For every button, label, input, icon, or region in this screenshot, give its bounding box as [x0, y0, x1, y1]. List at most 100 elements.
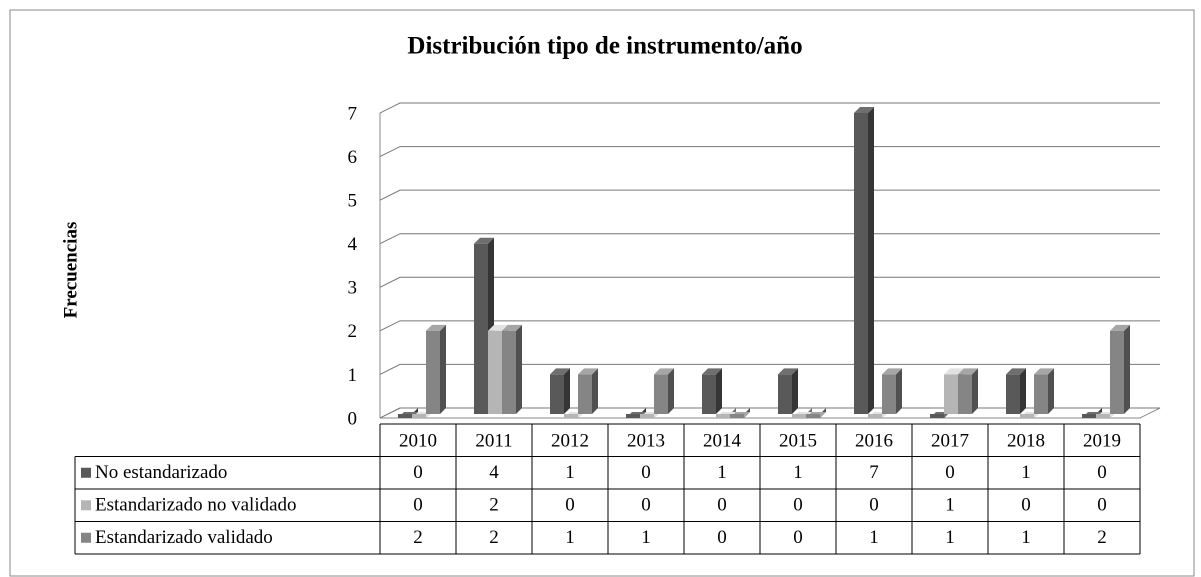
bar-side — [564, 368, 570, 414]
bar — [1082, 414, 1096, 418]
table-cell: 0 — [641, 495, 651, 516]
bar — [1006, 374, 1020, 414]
bar — [792, 414, 806, 418]
bar-top — [502, 324, 522, 331]
bar-side — [440, 324, 446, 414]
bar-top — [654, 368, 674, 375]
y-tick-label: 7 — [348, 103, 358, 124]
bar — [958, 374, 972, 414]
table-cell: 1 — [945, 527, 955, 548]
table-cell: 0 — [1097, 495, 1107, 516]
y-tick-label: 6 — [348, 147, 358, 168]
bar-top — [1034, 368, 1054, 375]
grid-line — [379, 363, 1160, 375]
y-axis-label: Frecuencias — [60, 222, 81, 319]
bar — [640, 414, 654, 418]
bar — [1020, 414, 1034, 418]
y-tick-label: 5 — [348, 191, 358, 212]
grid-line — [379, 320, 1160, 332]
table-cell: 1 — [1021, 462, 1031, 483]
x-tick-label: 2010 — [399, 431, 437, 452]
table-cell: 0 — [1097, 462, 1107, 483]
grid-line — [379, 102, 1160, 114]
bar — [882, 374, 896, 414]
bar — [412, 414, 426, 418]
bar-side — [896, 368, 902, 414]
bar-side — [716, 368, 722, 414]
bar-top — [474, 237, 494, 244]
legend-label: Estandarizado validado — [95, 527, 273, 548]
bar — [1096, 414, 1110, 418]
grid-line — [379, 233, 1160, 245]
bar-side — [592, 368, 598, 414]
x-tick-label: 2013 — [627, 431, 665, 452]
bar — [730, 414, 744, 418]
legend-marker — [81, 467, 91, 478]
x-tick-label: 2015 — [779, 431, 817, 452]
bar — [578, 374, 592, 414]
table-cell: 1 — [869, 527, 879, 548]
bar — [778, 374, 792, 414]
table-cell: 4 — [489, 462, 499, 483]
bar — [502, 330, 516, 414]
bar-side — [1048, 368, 1054, 414]
table-cell: 0 — [869, 495, 879, 516]
x-tick-label: 2014 — [703, 431, 742, 452]
table-cell: 0 — [413, 462, 423, 483]
table-cell: 1 — [565, 462, 575, 483]
bar — [702, 374, 716, 414]
table-cell: 0 — [717, 495, 727, 516]
bar — [716, 414, 730, 418]
table-cell: 1 — [793, 462, 803, 483]
bar-top — [550, 368, 570, 375]
bar — [488, 330, 502, 414]
y-tick-label: 3 — [348, 278, 358, 299]
bar — [550, 374, 564, 414]
table-cell: 2 — [489, 527, 499, 548]
bar — [398, 414, 412, 418]
table-cell: 0 — [945, 462, 955, 483]
bar-side — [792, 368, 798, 414]
table-cell: 2 — [413, 527, 423, 548]
x-tick-label: 2019 — [1083, 431, 1121, 452]
table-cell: 0 — [793, 495, 803, 516]
y-tick-label: 2 — [348, 321, 358, 342]
bar — [868, 414, 882, 418]
table-cell: 0 — [717, 527, 727, 548]
bar — [930, 414, 944, 418]
chart-frame — [9, 9, 1195, 577]
x-tick-label: 2018 — [1007, 431, 1045, 452]
table-cell: 7 — [869, 462, 879, 483]
bar — [854, 113, 868, 414]
bar-side — [1124, 324, 1130, 414]
table-cell: 0 — [793, 527, 803, 548]
bar — [564, 414, 578, 418]
y-tick-label: 4 — [348, 234, 358, 255]
bar — [944, 374, 958, 414]
y-tick-label: 0 — [348, 408, 358, 429]
bar-side — [972, 368, 978, 414]
legend-marker — [81, 500, 91, 511]
bar-top — [702, 368, 722, 375]
legend-label: Estandarizado no validado — [95, 495, 297, 516]
bar-side — [868, 107, 874, 414]
bar-side — [1020, 368, 1026, 414]
table-cell: 0 — [641, 462, 651, 483]
bar-top — [426, 324, 446, 331]
bar-top — [854, 107, 874, 113]
y-tick-label: 1 — [348, 365, 358, 386]
table-cell: 2 — [489, 495, 499, 516]
table-cell: 0 — [413, 495, 423, 516]
table-cell: 0 — [1021, 495, 1031, 516]
bar-side — [516, 324, 522, 414]
bar-top — [578, 368, 598, 375]
bar-top — [778, 368, 798, 375]
grid-line — [379, 276, 1160, 288]
x-tick-label: 2012 — [551, 431, 589, 452]
bar-top — [488, 324, 508, 331]
bar — [806, 414, 820, 418]
bar — [1110, 330, 1124, 414]
bar — [426, 330, 440, 414]
bar — [654, 374, 668, 414]
